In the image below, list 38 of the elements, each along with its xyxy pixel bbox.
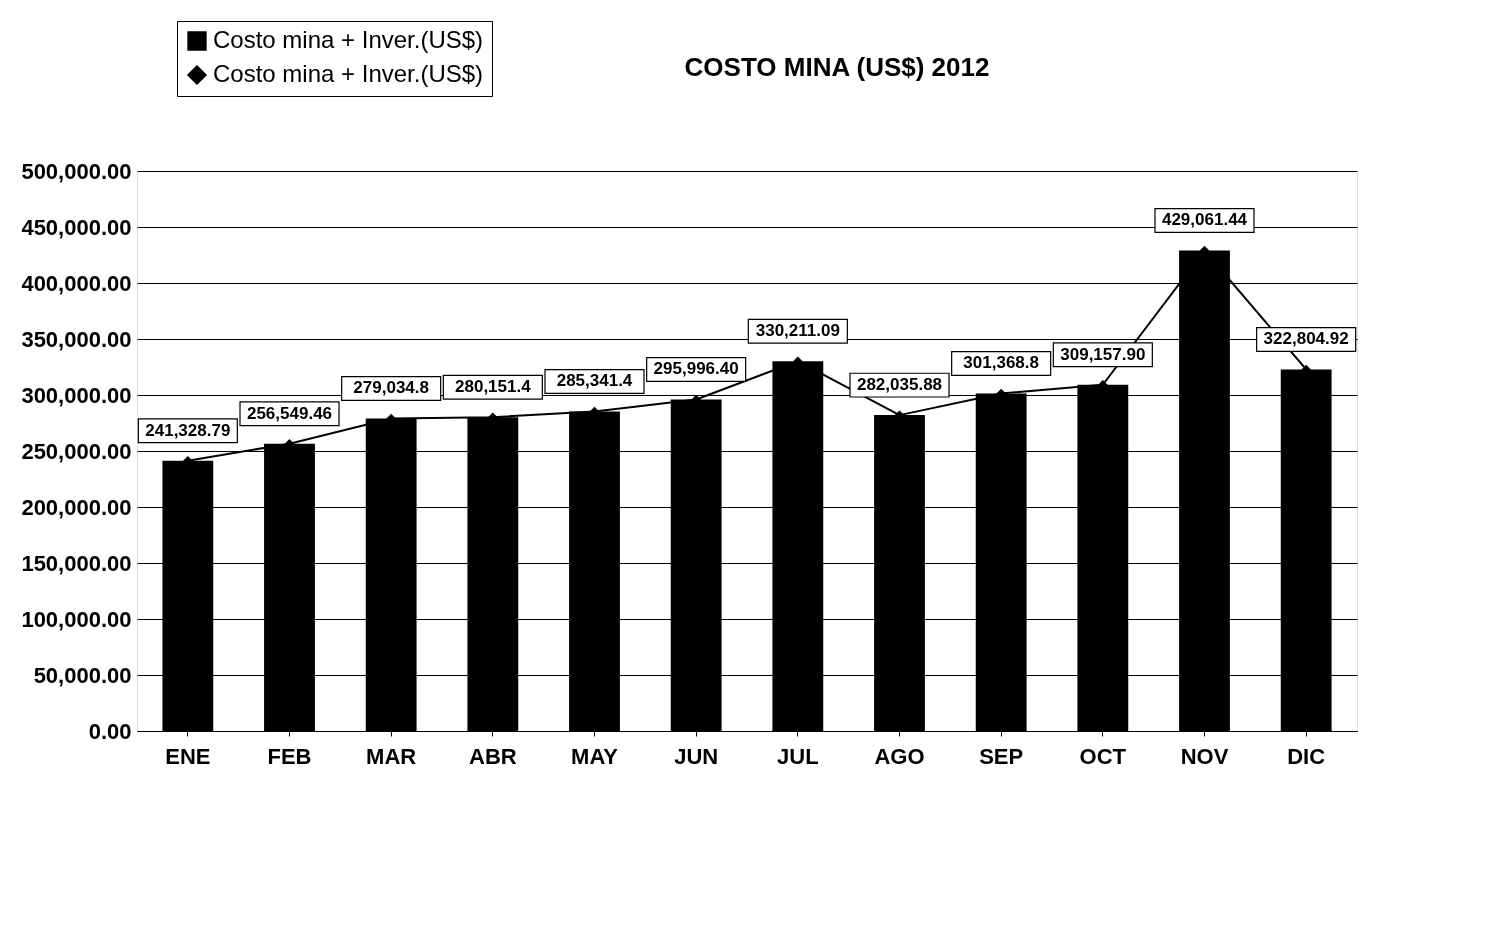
legend-label: Costo mina + Inver.(US$) [213, 60, 484, 87]
y-tick-label: 150,000.00 [21, 550, 132, 576]
data-label: 295,996.40 [653, 359, 739, 379]
data-label: 285,341.4 [556, 371, 633, 391]
y-tick-label: 350,000.00 [21, 326, 132, 352]
x-tick-label: JUN [674, 743, 719, 769]
x-tick-label: MAY [571, 743, 619, 769]
chart-title: COSTO MINA (US$) 2012 [684, 51, 990, 82]
data-label: 301,368.8 [963, 353, 1039, 373]
x-tick-label: ENE [165, 743, 211, 769]
x-tick-label: JUL [777, 743, 819, 769]
data-label: 429,061.44 [1161, 210, 1248, 230]
y-tick-label: 500,000.00 [21, 158, 132, 184]
data-label: 330,211.09 [755, 321, 840, 341]
data-label: 280,151.4 [455, 377, 532, 397]
data-label: 322,804.92 [1263, 329, 1349, 349]
y-tick-label: 300,000.00 [21, 382, 132, 408]
data-label: 256,549.46 [246, 403, 333, 423]
x-tick-label: NOV [1180, 743, 1229, 769]
y-tick-label: 250,000.00 [21, 438, 132, 464]
x-tick-label: DIC [1287, 743, 1326, 769]
data-label: 279,034.8 [353, 378, 429, 398]
x-tick-label: ABR [469, 743, 517, 769]
x-tick-label: MAR [366, 743, 417, 769]
data-label: 309,157.90 [1060, 344, 1146, 364]
data-label: 282,035.88 [856, 375, 943, 395]
data-label: 241,328.79 [145, 420, 231, 440]
y-tick-label: 0.00 [88, 718, 132, 744]
x-tick-label: FEB [267, 743, 312, 769]
x-tick-label: SEP [979, 743, 1024, 769]
y-tick-label: 100,000.00 [21, 606, 132, 632]
y-tick-label: 400,000.00 [21, 270, 132, 296]
x-tick-label: OCT [1079, 743, 1127, 769]
y-tick-label: 50,000.00 [33, 662, 132, 688]
y-tick-label: 450,000.00 [21, 214, 132, 240]
y-tick-label: 200,000.00 [21, 494, 132, 520]
x-tick-label: AGO [874, 743, 925, 769]
legend-label: Costo mina + Inver.(US$) [213, 26, 484, 53]
